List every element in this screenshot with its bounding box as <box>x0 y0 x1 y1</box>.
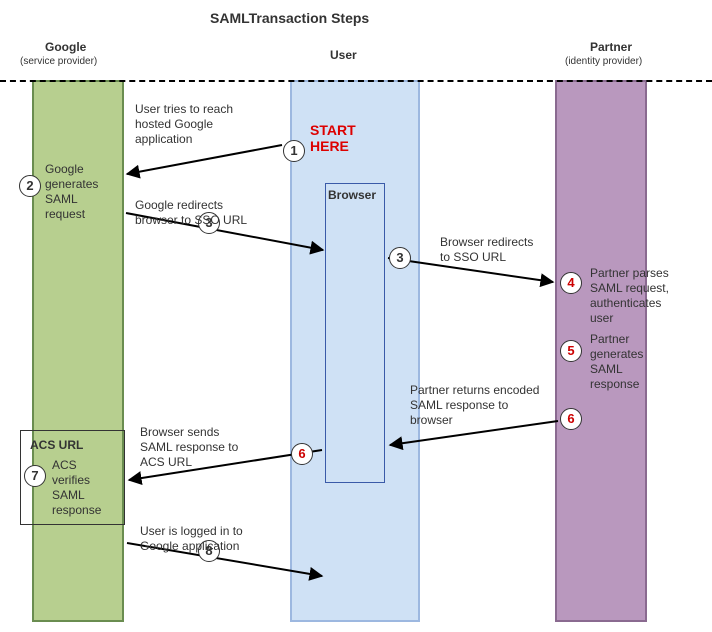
lane-sub-partner: (identity provider) <box>565 56 642 67</box>
start-line1: START <box>310 122 356 138</box>
step-label-1: User tries to reachhosted Googleapplicat… <box>135 102 275 147</box>
browser-label: Browser <box>328 188 376 202</box>
step-circle-1: 1 <box>283 140 305 162</box>
step-circle-6b: 6 <box>291 443 313 465</box>
step-label-4: Partner parsesSAML request,authenticates… <box>590 266 700 326</box>
lane-header-user: User <box>330 48 357 62</box>
step-label-5: PartnergeneratesSAMLresponse <box>590 332 690 392</box>
start-line2: HERE <box>310 138 356 154</box>
step-circle-2: 2 <box>19 175 41 197</box>
step-label-6: Partner returns encodedSAML response tob… <box>410 383 575 428</box>
step-label-3: Google redirectsbrowser to SSO URL <box>135 198 285 228</box>
step-label-2: GooglegeneratesSAMLrequest <box>45 162 125 222</box>
step-circle-5: 5 <box>560 340 582 362</box>
arrow-1 <box>127 145 282 174</box>
step-circle-3b: 3 <box>389 247 411 269</box>
lane-header-google: Google <box>45 40 86 54</box>
step-label-3b: Browser redirectsto SSO URL <box>440 235 570 265</box>
acs-url-label: ACS URL <box>30 438 83 452</box>
step-label-6b: Browser sendsSAML response toACS URL <box>140 425 280 470</box>
browser-box <box>325 183 385 483</box>
step-label-7: ACSverifiesSAMLresponse <box>52 458 132 518</box>
start-here-label: START HERE <box>310 122 356 154</box>
lane-sub-google: (service provider) <box>20 56 97 67</box>
step-circle-7: 7 <box>24 465 46 487</box>
dashed-divider <box>0 80 712 82</box>
diagram-title: SAMLTransaction Steps <box>210 10 369 26</box>
step-circle-4: 4 <box>560 272 582 294</box>
step-label-8: User is logged in toGoogle application <box>140 524 290 554</box>
lane-header-partner: Partner <box>590 40 632 54</box>
